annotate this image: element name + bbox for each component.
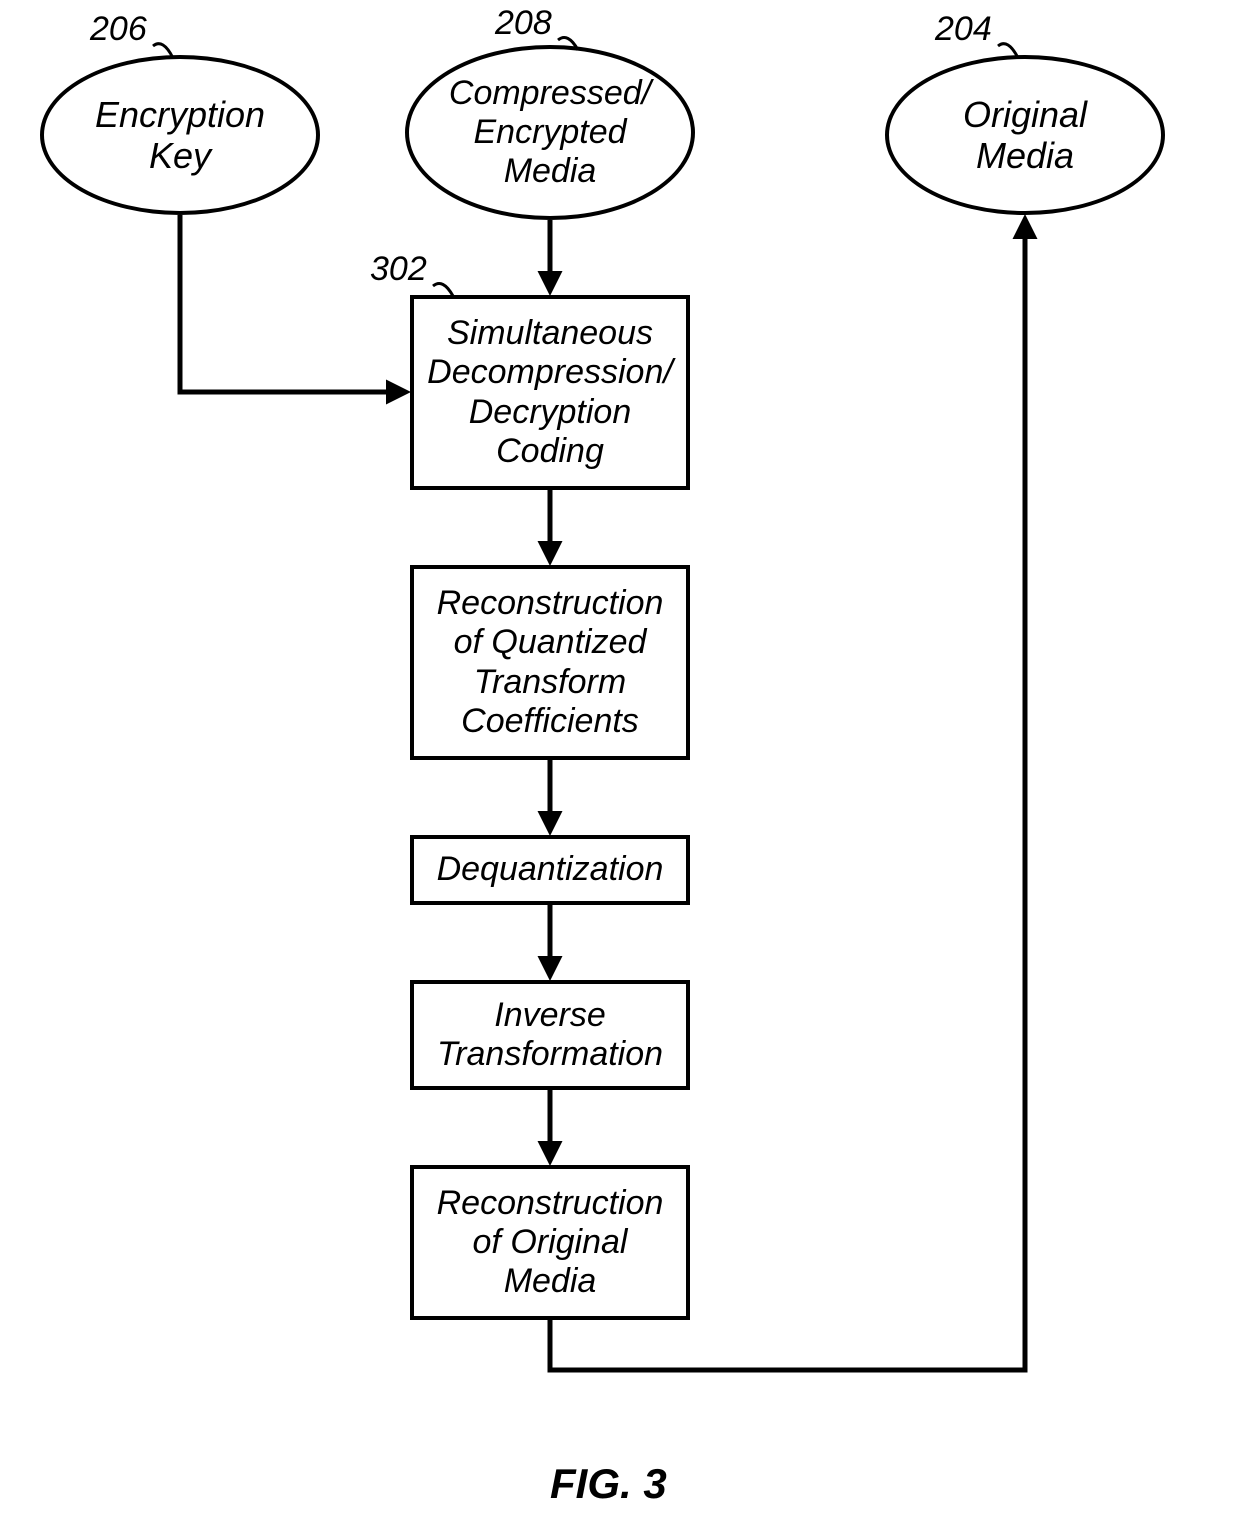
node-label-line: Original — [963, 94, 1087, 135]
ref-text: 302 — [370, 250, 427, 288]
diagram-canvas: Encryption Key Compressed/ Encrypted Med… — [0, 0, 1240, 1535]
node-label-line: Transformation — [437, 1035, 663, 1073]
node-label-line: Media — [504, 152, 597, 190]
ref-label-208: 208 — [495, 4, 552, 43]
node-label-line: Compressed/ — [449, 74, 651, 112]
node-simultaneous-decoding: Simultaneous Decompression/ Decryption C… — [410, 295, 690, 490]
node-label-line: Transform — [474, 663, 626, 701]
node-dequantization: Dequantization — [410, 835, 690, 905]
figure-caption: FIG. 3 — [550, 1460, 667, 1508]
node-label-line: Key — [149, 135, 211, 176]
node-label-line: Encrypted — [473, 113, 626, 151]
node-label-line: of Original — [473, 1223, 628, 1261]
node-label-line: Encryption — [95, 94, 265, 135]
node-label-line: Reconstruction — [437, 584, 664, 622]
node-reconstruct-coefficients: Reconstruction of Quantized Transform Co… — [410, 565, 690, 760]
ref-text: 204 — [935, 10, 992, 48]
node-encryption-key: Encryption Key — [40, 55, 320, 215]
node-label-line: Media — [504, 1262, 597, 1300]
node-inverse-transformation: Inverse Transformation — [410, 980, 690, 1090]
node-label-line: Coding — [496, 432, 604, 470]
node-label-line: Coefficients — [461, 702, 639, 740]
node-label-line: Inverse — [494, 996, 606, 1034]
ref-text: 208 — [495, 4, 552, 42]
node-label-line: Media — [976, 135, 1074, 176]
ref-label-206: 206 — [90, 10, 147, 49]
ref-label-204: 204 — [935, 10, 992, 49]
caption-text: FIG. 3 — [550, 1460, 667, 1507]
node-label-line: of Quantized — [454, 623, 647, 661]
node-label-line: Decompression/ — [427, 353, 673, 391]
ref-text: 206 — [90, 10, 147, 48]
node-label-line: Dequantization — [437, 850, 664, 888]
node-original-media: Original Media — [885, 55, 1165, 215]
node-label-line: Decryption — [469, 393, 632, 431]
node-compressed-media: Compressed/ Encrypted Media — [405, 45, 695, 220]
ref-label-302: 302 — [370, 250, 427, 289]
node-reconstruct-media: Reconstruction of Original Media — [410, 1165, 690, 1320]
node-label-line: Simultaneous — [447, 314, 653, 352]
node-label-line: Reconstruction — [437, 1184, 664, 1222]
